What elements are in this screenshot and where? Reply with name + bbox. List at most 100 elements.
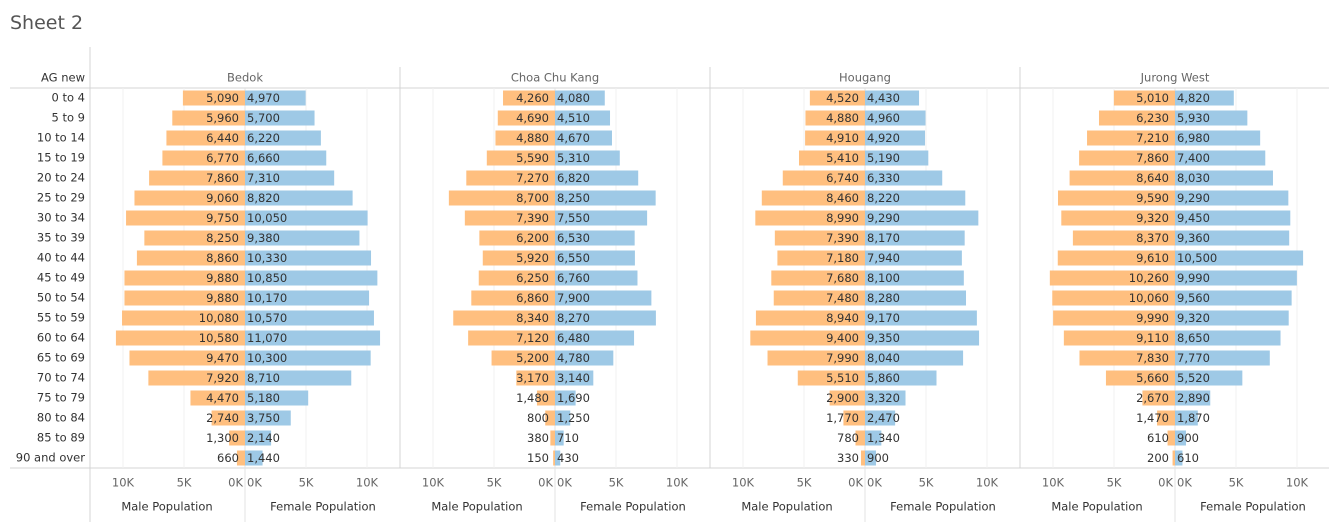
male-bar[interactable] [182,90,245,106]
female-bar[interactable] [1175,330,1281,346]
female-bar[interactable] [245,310,374,326]
male-bar[interactable] [761,190,865,206]
female-bar[interactable] [1175,230,1290,246]
male-bar[interactable] [149,170,245,186]
male-bar[interactable] [1072,230,1175,246]
female-bar[interactable] [1175,290,1292,306]
female-bar[interactable] [245,350,371,366]
male-bar[interactable] [166,130,245,146]
female-bar[interactable] [555,270,638,286]
male-bar[interactable] [1172,450,1175,466]
female-bar[interactable] [1175,390,1211,406]
female-bar[interactable] [1175,450,1183,466]
female-bar[interactable] [245,150,327,166]
male-bar[interactable] [1069,170,1175,186]
male-bar[interactable] [124,290,245,306]
male-bar[interactable] [855,430,865,446]
male-bar[interactable] [1061,210,1175,226]
male-bar[interactable] [464,210,555,226]
female-bar[interactable] [245,90,306,106]
female-bar[interactable] [245,130,321,146]
female-bar[interactable] [1175,90,1234,106]
female-bar[interactable] [1175,130,1261,146]
female-bar[interactable] [1175,270,1297,286]
male-bar[interactable] [1049,270,1175,286]
male-bar[interactable] [774,230,865,246]
female-bar[interactable] [1175,170,1273,186]
male-bar[interactable] [536,390,555,406]
female-bar[interactable] [555,190,656,206]
male-bar[interactable] [1167,430,1175,446]
male-bar[interactable] [1105,370,1175,386]
male-bar[interactable] [503,90,555,106]
male-bar[interactable] [126,210,245,226]
female-bar[interactable] [245,110,315,126]
male-bar[interactable] [482,250,555,266]
male-bar[interactable] [162,150,245,166]
male-bar[interactable] [134,190,245,206]
male-bar[interactable] [782,170,865,186]
female-bar[interactable] [865,190,966,206]
female-bar[interactable] [865,130,926,146]
female-bar[interactable] [865,350,964,366]
female-bar[interactable] [555,110,611,126]
female-bar[interactable] [245,190,353,206]
male-bar[interactable] [148,370,245,386]
male-bar[interactable] [115,330,245,346]
male-bar[interactable] [805,130,865,146]
female-bar[interactable] [865,450,876,466]
male-bar[interactable] [798,150,865,166]
male-bar[interactable] [129,350,245,366]
male-bar[interactable] [767,350,865,366]
female-bar[interactable] [1175,310,1289,326]
female-bar[interactable] [1175,150,1266,166]
female-bar[interactable] [555,250,635,266]
male-bar[interactable] [1079,150,1175,166]
male-bar[interactable] [229,430,245,446]
male-bar[interactable] [468,330,555,346]
female-bar[interactable] [1175,430,1186,446]
female-bar[interactable] [555,450,561,466]
female-bar[interactable] [555,170,639,186]
male-bar[interactable] [491,350,555,366]
male-bar[interactable] [773,290,865,306]
female-bar[interactable] [1175,250,1304,266]
female-bar[interactable] [1175,410,1198,426]
female-bar[interactable] [555,330,635,346]
male-bar[interactable] [755,210,865,226]
female-bar[interactable] [555,370,594,386]
male-bar[interactable] [777,250,865,266]
female-bar[interactable] [555,90,605,106]
female-bar[interactable] [555,290,652,306]
female-bar[interactable] [865,330,980,346]
female-bar[interactable] [865,210,979,226]
male-bar[interactable] [1058,190,1175,206]
male-bar[interactable] [236,450,245,466]
female-bar[interactable] [865,430,882,446]
female-bar[interactable] [865,170,943,186]
female-bar[interactable] [865,370,937,386]
female-bar[interactable] [245,210,368,226]
male-bar[interactable] [1079,350,1175,366]
male-bar[interactable] [172,110,245,126]
female-bar[interactable] [865,410,896,426]
male-bar[interactable] [124,270,245,286]
male-bar[interactable] [809,90,865,106]
female-bar[interactable] [865,290,967,306]
male-bar[interactable] [553,450,555,466]
male-bar[interactable] [1057,250,1175,266]
male-bar[interactable] [805,110,865,126]
female-bar[interactable] [1175,210,1291,226]
male-bar[interactable] [829,390,865,406]
female-bar[interactable] [245,410,291,426]
male-bar[interactable] [755,310,865,326]
female-bar[interactable] [555,410,571,426]
male-bar[interactable] [495,130,555,146]
male-bar[interactable] [479,230,555,246]
female-bar[interactable] [865,270,964,286]
male-bar[interactable] [453,310,555,326]
male-bar[interactable] [144,230,245,246]
male-bar[interactable] [1113,90,1175,106]
female-bar[interactable] [245,250,372,266]
female-bar[interactable] [245,330,381,346]
